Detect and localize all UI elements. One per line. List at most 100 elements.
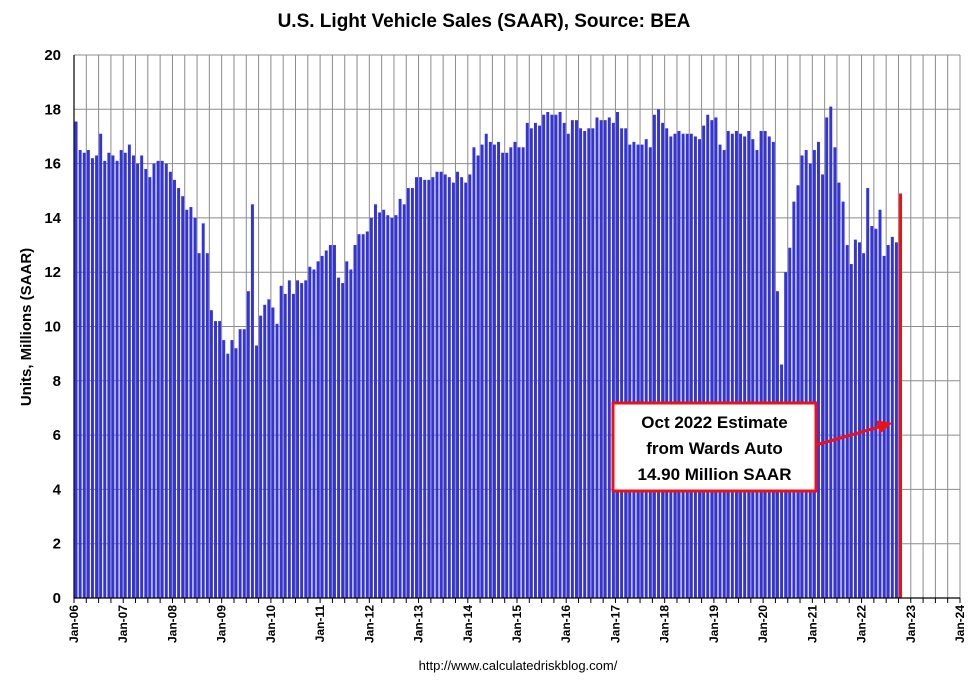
bar	[525, 122, 529, 598]
bar	[144, 169, 148, 598]
bar	[316, 261, 320, 598]
bar	[402, 204, 406, 598]
x-tick-label: Jan-09	[215, 605, 229, 643]
bar	[583, 131, 587, 598]
bar	[136, 163, 140, 598]
bar	[488, 141, 492, 598]
bar	[296, 280, 300, 598]
x-tick-label: Jan-18	[658, 605, 672, 643]
bar	[730, 133, 734, 599]
annotation-line: Oct 2022 Estimate	[641, 413, 787, 432]
bar	[345, 261, 349, 598]
estimate-bar	[899, 193, 902, 598]
bar	[353, 245, 357, 599]
bar	[201, 223, 205, 598]
bar	[308, 266, 312, 598]
bar	[636, 144, 640, 598]
bar	[533, 122, 537, 598]
bar	[792, 201, 796, 599]
y-axis-label: Units, Millions (SAAR)	[18, 248, 35, 406]
x-tick-label: Jan-17	[608, 605, 622, 643]
bar	[328, 245, 332, 599]
x-tick-label: Jan-14	[461, 605, 475, 643]
bar	[603, 120, 607, 598]
bar	[341, 283, 345, 598]
bar	[558, 112, 562, 598]
bar	[332, 245, 336, 599]
bar	[275, 323, 279, 598]
y-tick-label: 18	[44, 101, 61, 118]
bar	[451, 182, 455, 599]
bar	[349, 269, 353, 598]
bar	[480, 144, 484, 598]
bar	[415, 177, 418, 599]
bar	[706, 114, 710, 598]
bar	[123, 152, 127, 599]
bar	[111, 155, 115, 598]
bar	[648, 147, 652, 598]
bar	[173, 179, 176, 598]
bar	[90, 158, 94, 599]
bar	[570, 120, 574, 598]
bar	[673, 133, 677, 599]
bar	[837, 182, 841, 599]
bar	[833, 147, 837, 598]
bar	[579, 128, 583, 598]
bar	[607, 117, 611, 598]
bar	[357, 234, 361, 598]
bar	[726, 131, 730, 598]
bar	[246, 291, 250, 598]
bar	[665, 128, 669, 598]
bar	[209, 310, 213, 598]
bar	[263, 304, 267, 598]
bar	[689, 133, 693, 599]
bar	[538, 125, 542, 598]
bar	[427, 179, 431, 598]
bar	[841, 201, 845, 599]
x-tick-label: Jan-12	[362, 605, 376, 643]
y-tick-label: 2	[53, 536, 61, 553]
bar	[595, 117, 599, 598]
bar	[759, 131, 763, 598]
bar	[640, 144, 644, 598]
bar	[866, 188, 870, 598]
bar	[259, 315, 263, 598]
bar	[304, 280, 308, 598]
bar	[197, 253, 201, 598]
bar	[505, 152, 509, 599]
bar	[546, 112, 550, 598]
bar	[82, 152, 86, 599]
bar	[599, 120, 603, 598]
annotation-arrow-shaft	[815, 424, 883, 447]
bar	[152, 163, 156, 598]
annotation-arrow-head	[876, 420, 893, 434]
bar	[698, 139, 702, 599]
x-tick-label: Jan-08	[165, 605, 179, 643]
bar	[616, 112, 619, 598]
bar	[168, 171, 172, 598]
bar	[661, 122, 665, 598]
y-tick-label: 8	[53, 373, 61, 390]
bar	[283, 293, 287, 598]
bar	[386, 215, 390, 598]
bar	[443, 174, 447, 598]
x-tick-label: Jan-20	[756, 605, 770, 643]
x-tick-label: Jan-15	[510, 605, 524, 643]
annotation-line: 14.90 Million SAAR	[638, 465, 792, 484]
bar	[632, 141, 636, 598]
bar	[300, 283, 304, 598]
bar	[767, 136, 771, 598]
bar	[189, 207, 193, 599]
bar	[587, 128, 591, 598]
y-tick-label: 16	[44, 156, 61, 173]
bar	[439, 171, 443, 598]
bar	[107, 152, 111, 599]
bar	[702, 125, 706, 598]
bar	[410, 188, 414, 598]
bar	[591, 128, 595, 598]
bar	[140, 155, 144, 598]
bar	[205, 253, 209, 598]
bar	[763, 131, 767, 598]
bar	[812, 150, 816, 598]
